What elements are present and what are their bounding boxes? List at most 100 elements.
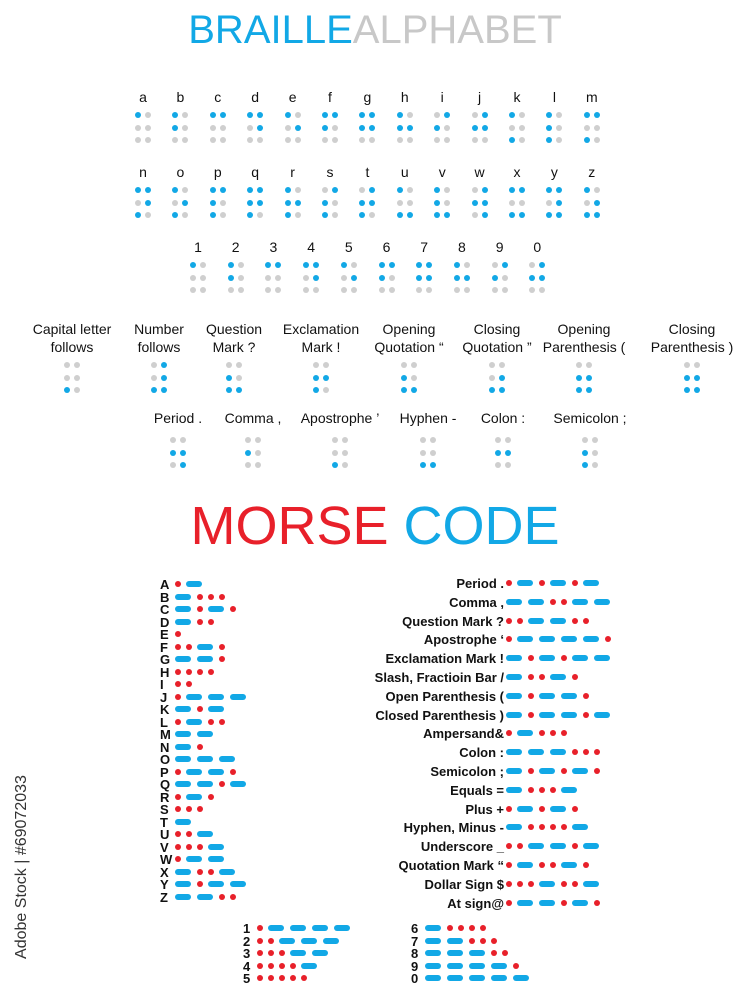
morse-dot	[561, 880, 567, 887]
braille-cell-letter	[358, 112, 376, 144]
morse-dash	[175, 656, 191, 662]
morse-dot	[175, 843, 181, 850]
morse-punct-label: Open Parenthesis (	[385, 688, 504, 704]
morse-letter-label: N	[160, 739, 170, 755]
morse-dot	[561, 899, 567, 906]
morse-dash	[425, 950, 441, 956]
braille-dot-raised	[556, 187, 563, 193]
morse-dot	[257, 962, 263, 969]
braille-dot-raised	[491, 274, 498, 281]
braille-dot-raised	[209, 199, 216, 206]
braille-dot-raised	[434, 124, 441, 131]
braille-dot-raised	[161, 387, 167, 393]
braille-cell-punct	[312, 362, 330, 394]
braille-dot-flat	[237, 262, 244, 268]
braille-dot-raised	[284, 212, 291, 218]
morse-dot	[528, 692, 534, 699]
braille-dot-flat	[583, 124, 590, 131]
morse-dash	[528, 749, 544, 756]
braille-dot-raised	[247, 112, 254, 118]
morse-number-label: 4	[243, 958, 251, 974]
braille-dot-raised	[583, 137, 590, 143]
braille-dot-flat	[227, 287, 234, 293]
morse-dot	[290, 962, 296, 969]
morse-dash	[469, 975, 485, 981]
braille-dot-flat	[416, 287, 423, 293]
morse-dash	[539, 692, 555, 699]
braille-dot-flat	[592, 437, 598, 443]
braille-cell-punct	[683, 362, 701, 394]
morse-dash	[517, 580, 533, 586]
braille-label: g	[363, 89, 372, 105]
braille-dot-flat	[135, 124, 141, 131]
braille-dot-raised	[340, 262, 347, 268]
morse-dash	[572, 824, 588, 831]
morse-dash	[290, 950, 306, 956]
braille-dot-raised	[161, 362, 167, 368]
morse-dash	[572, 655, 588, 662]
morse-letter-label: D	[160, 614, 170, 630]
braille-dot-flat	[255, 437, 261, 443]
braille-label: e	[288, 89, 297, 105]
braille-label: c	[214, 89, 222, 105]
morse-dash	[517, 899, 533, 906]
braille-cell-number	[453, 262, 471, 294]
braille-dot-flat	[406, 112, 413, 118]
morse-dot	[528, 711, 534, 718]
braille-dot-raised	[694, 387, 700, 393]
morse-dot	[506, 899, 512, 906]
braille-label: w	[474, 164, 485, 180]
braille-dot-raised	[519, 212, 525, 218]
morse-dot	[550, 862, 556, 868]
braille-dot-flat	[284, 137, 291, 143]
morse-dash	[506, 768, 522, 774]
morse-dot	[175, 831, 181, 837]
braille-dot-raised	[546, 137, 553, 143]
morse-punct-label: At sign@	[447, 895, 504, 911]
braille-cell-letter	[508, 187, 526, 219]
morse-dash	[279, 937, 295, 944]
braille-dot-raised	[576, 387, 582, 393]
braille-dot-flat	[332, 449, 338, 456]
morse-dot	[539, 580, 545, 586]
braille-dot-raised	[227, 262, 234, 268]
morse-letter-label: H	[160, 664, 170, 680]
morse-dot	[506, 617, 512, 624]
morse-dash	[550, 674, 566, 680]
morse-dash	[425, 962, 441, 969]
braille-cell-letter	[471, 112, 489, 144]
braille-dot-raised	[313, 274, 320, 281]
morse-dot	[572, 580, 578, 586]
braille-dot-raised	[396, 112, 403, 118]
braille-dot-raised	[519, 187, 525, 193]
morse-dash	[561, 862, 577, 868]
braille-dot-flat	[151, 374, 157, 381]
braille-dot-flat	[265, 274, 272, 281]
braille-dot-flat	[145, 137, 151, 143]
braille-dot-raised	[582, 462, 588, 468]
morse-dot	[506, 880, 512, 887]
braille-dot-raised	[434, 199, 441, 206]
morse-dot	[175, 631, 181, 637]
braille-dot-raised	[161, 374, 167, 381]
braille-label: i	[440, 89, 444, 105]
morse-dot	[197, 743, 203, 750]
morse-dot	[561, 824, 567, 831]
morse-dash	[572, 899, 588, 906]
braille-label: Period .	[153, 410, 203, 426]
braille-dot-raised	[420, 462, 426, 468]
morse-letter-label: P	[160, 764, 169, 780]
braille-dot-flat	[182, 187, 189, 193]
braille-dot-raised	[284, 112, 291, 118]
braille-dot-flat	[434, 137, 441, 143]
morse-punct-label: Period .	[456, 576, 504, 591]
braille-dot-flat	[275, 287, 282, 293]
braille-label: Semicolon ;	[553, 410, 627, 426]
morse-dot	[480, 925, 486, 931]
braille-dot-flat	[247, 137, 254, 143]
morse-letter-label: K	[160, 702, 170, 717]
morse-dash	[550, 843, 566, 850]
braille-dot-raised	[151, 387, 157, 393]
morse-dot	[561, 730, 567, 737]
braille-dot-raised	[145, 199, 151, 206]
